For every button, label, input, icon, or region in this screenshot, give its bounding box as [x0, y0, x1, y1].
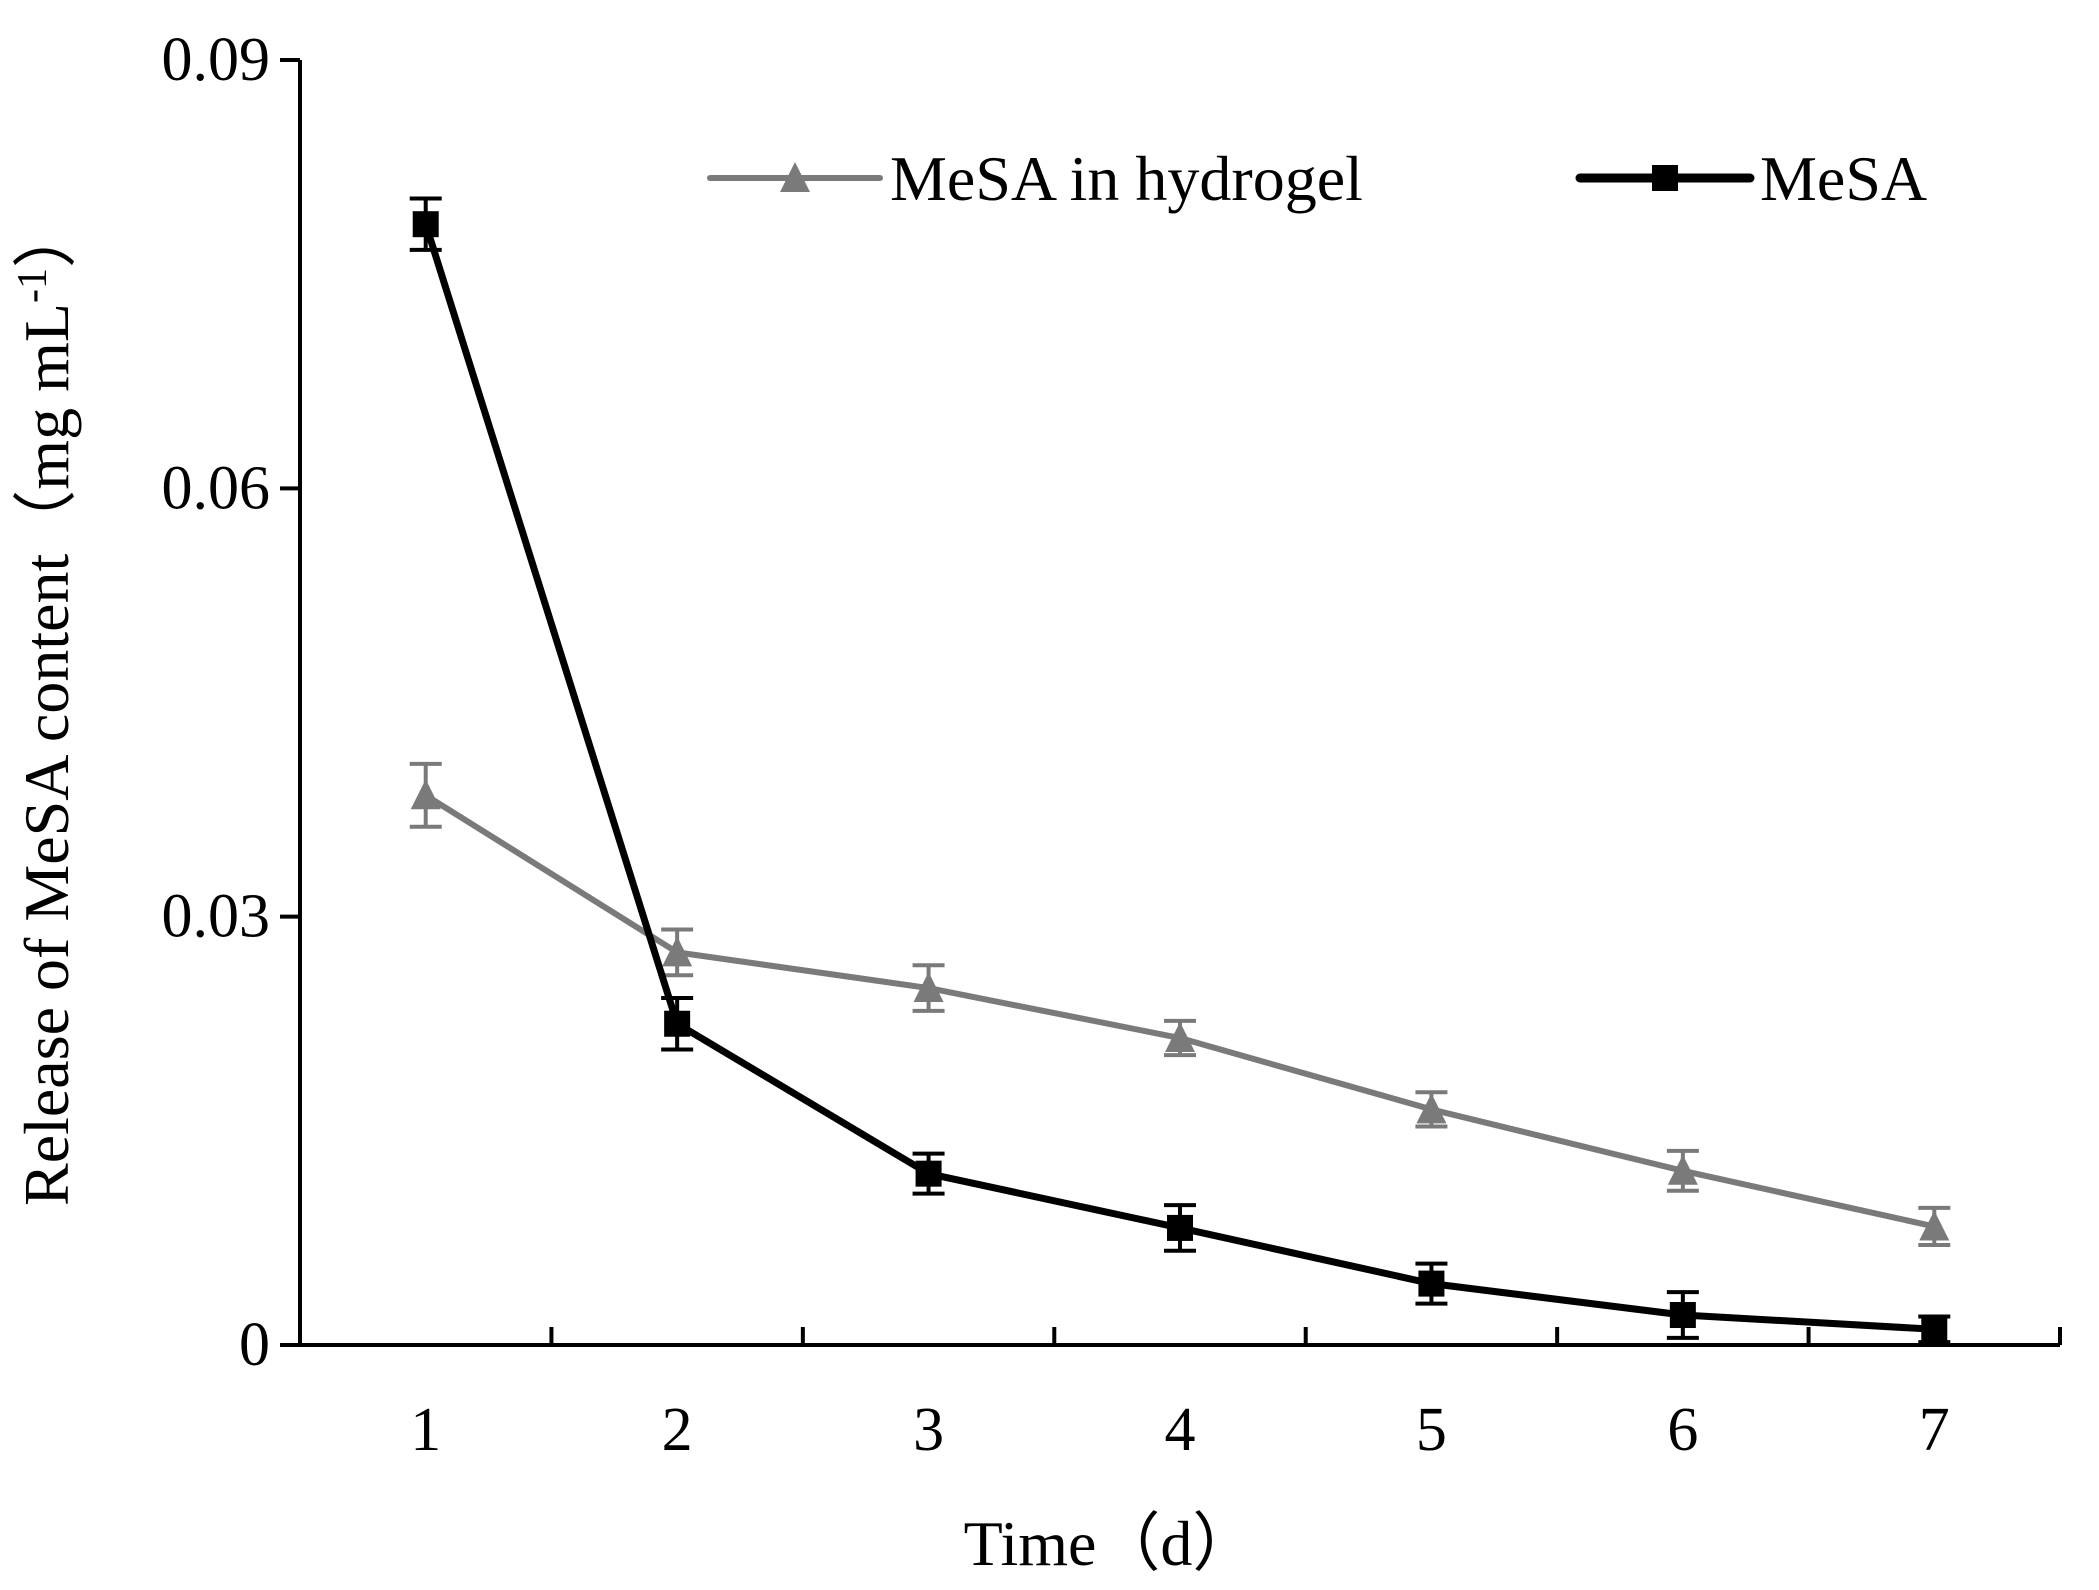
data-point: [1919, 1210, 1950, 1241]
data-point: [410, 779, 441, 810]
x-tick-label: 6: [1667, 1396, 1698, 1464]
legend-label: MeSA in hydrogel: [890, 143, 1363, 214]
series-layer: [409, 196, 1951, 1345]
legend-marker: [1652, 165, 1678, 191]
x-tick-label: 3: [913, 1396, 944, 1464]
y-tick-label: 0.09: [162, 26, 271, 94]
data-point: [1416, 1093, 1447, 1124]
x-tick-label: 1: [410, 1396, 441, 1464]
legend: MeSA in hydrogel MeSA: [707, 143, 1927, 214]
data-point: [1921, 1316, 1948, 1343]
data-point: [915, 1160, 942, 1187]
x-tick-label: 2: [662, 1396, 693, 1464]
legend-item: MeSA in hydrogel: [707, 143, 1363, 214]
axes: 0 0.03 0.06 0.09 1 2 3 4 5 6 7: [162, 26, 2062, 1464]
series-line: [422, 223, 1935, 1333]
y-tick-label: 0.03: [162, 883, 271, 951]
legend-item: MeSA: [1575, 143, 1927, 214]
y-axis-title-superscript: -1: [10, 268, 56, 303]
data-point: [1418, 1270, 1445, 1297]
data-point: [412, 211, 439, 238]
x-tick-label: 5: [1416, 1396, 1447, 1464]
data-point: [1167, 1214, 1193, 1241]
legend-marker: [780, 162, 810, 192]
x-tick-label: 4: [1165, 1396, 1196, 1464]
data-point: [1667, 1154, 1698, 1185]
y-tick-label: 0: [239, 1311, 270, 1379]
y-axis-title-main: Release of MeSA content（mg mL: [11, 303, 82, 1206]
data-point: [913, 972, 944, 1003]
data-point: [1165, 1022, 1195, 1053]
data-point: [662, 936, 693, 967]
legend-label: MeSA: [1760, 143, 1927, 214]
series-mesa-in-hydrogel: [409, 761, 1951, 1248]
data-point: [664, 1010, 691, 1037]
series-mesa: [409, 196, 1951, 1345]
y-axis-title: Release of MeSA content（mg mL-1）: [10, 204, 82, 1206]
x-tick-label: 7: [1919, 1396, 1950, 1464]
series-line: [424, 792, 1935, 1230]
y-tick-label: 0.06: [162, 454, 271, 522]
x-axis-title: Time（d）: [964, 1508, 1257, 1579]
data-point: [1669, 1302, 1696, 1329]
y-axis-title-close: ）: [11, 204, 82, 268]
